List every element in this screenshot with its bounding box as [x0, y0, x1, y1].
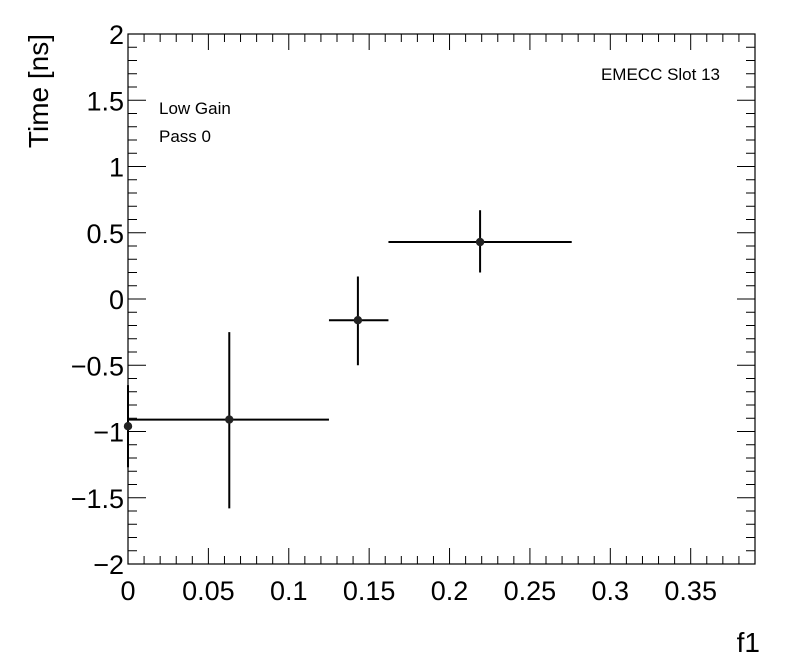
data-point [123, 422, 133, 431]
x-tick-label: 0.2 [431, 576, 469, 606]
x-tick-labels: 0 0.05 0.1 0.15 0.2 0.25 0.3 0.35 [120, 576, 716, 606]
y-tick-label: 0.5 [86, 219, 124, 249]
x-tick-label: 0.05 [182, 576, 235, 606]
y-tick-label: −1.5 [71, 484, 124, 514]
error-bars [127, 210, 572, 509]
x-tick-label: 0.35 [664, 576, 717, 606]
x-axis-title: f1 [737, 627, 760, 658]
x-tick-label: 0.15 [343, 576, 396, 606]
data-point [225, 415, 234, 424]
data-points [123, 237, 485, 431]
y-tick-label: 2 [109, 20, 124, 50]
annotation-gain: Low Gain [159, 99, 231, 118]
y-tick-label: 1.5 [86, 86, 124, 116]
y-tick-label: −2 [93, 550, 124, 580]
y-tick-label: 0 [109, 285, 124, 315]
y-tick-labels: −2 −1.5 −1 −0.5 0 0.5 1 1.5 2 [71, 20, 124, 580]
annotation-slot: EMECC Slot 13 [601, 65, 720, 84]
x-tick-label: 0 [120, 576, 135, 606]
y-tick-label: −1 [93, 418, 124, 448]
y-axis-title: Time [ns] [23, 34, 54, 148]
y-tick-label: −0.5 [71, 351, 124, 381]
axis-ticks [127, 33, 756, 565]
x-tick-label: 0.25 [504, 576, 557, 606]
x-tick-label: 0.3 [592, 576, 630, 606]
data-point [475, 237, 485, 247]
annotation-pass: Pass 0 [159, 127, 211, 146]
x-tick-label: 0.1 [270, 576, 308, 606]
data-point [353, 316, 363, 325]
y-tick-label: 1 [109, 153, 124, 183]
